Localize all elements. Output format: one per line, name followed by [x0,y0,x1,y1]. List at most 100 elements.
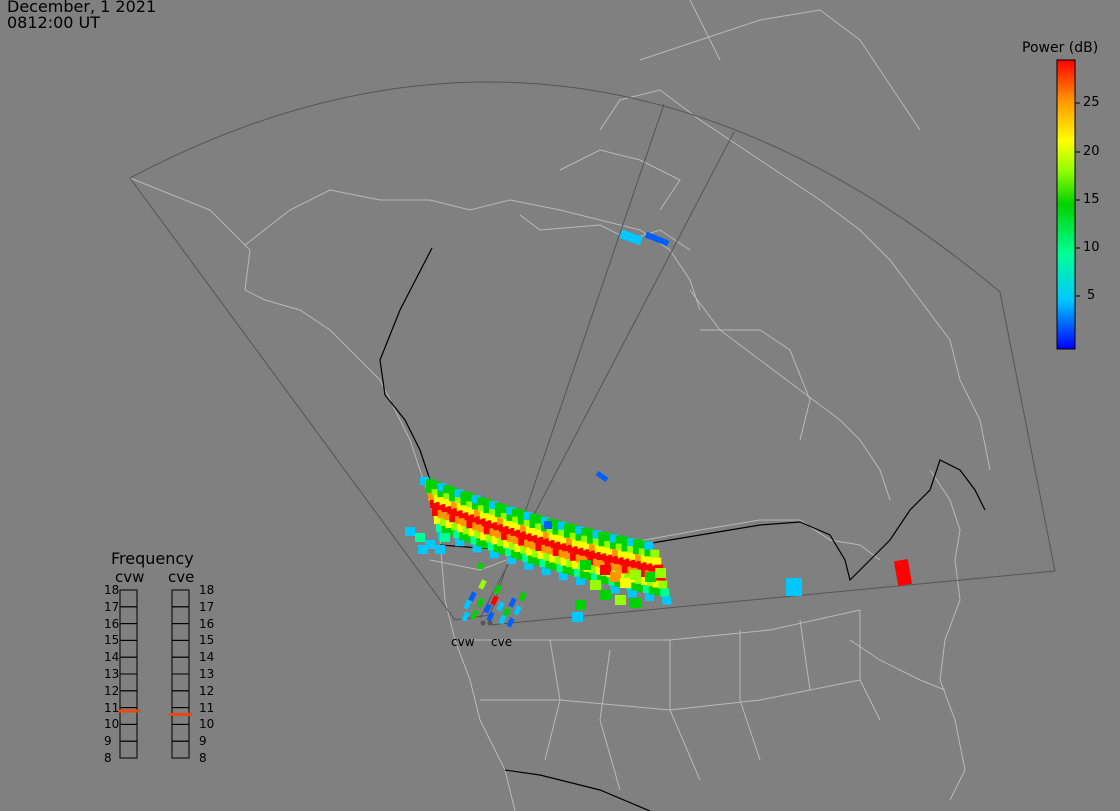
scatter-cell [627,589,637,598]
frequency-box [171,656,190,675]
scatter-cell [575,600,586,610]
scatter-cell [462,526,472,535]
scatter-cell [627,544,637,553]
scatter-cell [445,520,455,529]
frequency-scale-label: 8 [199,751,207,765]
scatter-cell [476,516,485,525]
scatter-cell [609,534,619,543]
scatter-cell [529,513,539,522]
scatter-cell [464,534,474,543]
frequency-scale-label: 13 [104,667,120,681]
scatter-cell [478,579,487,590]
scatter-cell [439,497,449,506]
scatter-cell [506,534,516,543]
scatter-cell [482,540,491,549]
scatter-cell [476,597,485,608]
scatter-cell [652,557,662,566]
scatter-cell [560,536,570,545]
frequency-scale-label: 18 [199,583,215,597]
frequency-scale-label: 11 [104,700,120,715]
scatter-cell [554,556,564,565]
scatter-cell [620,578,631,588]
site-label-cve: cve [491,635,513,649]
scatter-cell [418,545,428,554]
scatter-cell [581,527,590,536]
scatter-cell [618,572,627,581]
scatter-cell [606,547,616,556]
scatter-cell [449,493,458,502]
scatter-cell [453,508,462,517]
scatter-cell [491,536,501,545]
scatter-cell [602,553,612,562]
scatter-cell [491,515,501,524]
scatter-cell [610,562,620,571]
frequency-scale-label: 16 [104,616,120,631]
scatter-cell [551,562,560,571]
scatter-cell [501,532,510,541]
scatter-cell [652,579,662,588]
scatter-cell [500,511,510,520]
scatter-cell [552,548,562,557]
scatter-cell [545,560,555,569]
frequency-box [119,623,138,641]
frequency-scale-label: 9 [199,734,207,749]
scatter-cell [615,535,625,544]
scatter-cell [571,539,581,548]
scatter-cell [493,544,503,553]
scatter-cell [441,526,451,535]
scatter-cell [415,533,425,542]
scatter-cell [595,471,609,482]
scatter-cell [566,537,575,546]
scatter-cell [420,477,429,485]
scatter-cell [451,501,460,510]
scatter-cell [564,551,574,560]
scatter-cell [615,542,625,551]
scatter-cell [449,514,459,523]
scatter-cell [581,555,591,564]
colorbar-tick-label: 10 [1083,240,1100,255]
scatter-cell [485,513,495,522]
scatter-cell [405,527,415,536]
frequency-scale-label: 13 [199,667,215,681]
scatter-cell [513,605,522,616]
scatter-cell [425,479,435,488]
scatter-cell [504,526,514,535]
frequency-box [171,606,190,625]
scatter-cell [645,593,654,602]
scatter-cell [575,554,585,563]
frequency-scale-label: 15 [199,633,215,648]
frequency-box [119,673,138,692]
scatter-cell [610,541,619,550]
scatter-cell [537,551,547,560]
scatter-cell [610,572,621,582]
scatter-cell [893,558,913,587]
frequency-box [119,656,138,675]
scatter-cell [600,565,611,575]
scatter-cell [523,512,533,521]
scatter-cell [598,560,608,569]
scatter-cell [466,493,475,502]
scatter-cell [425,540,435,549]
scatter-cell [548,533,558,542]
scatter-cell [483,499,493,508]
scatter-cell [526,547,535,556]
scatter-cell [525,526,535,535]
scatter-cell [459,532,468,541]
scatter-cell [461,611,470,622]
colorbar-tick-label: 15 [1083,192,1100,207]
scatter-cell [579,547,589,556]
frequency-box [119,723,138,742]
scatter-cell [535,515,544,524]
scatter-cell [635,554,644,563]
colorbar-tick-label: 20 [1083,144,1100,159]
scatter-cell [550,540,560,549]
scatter-cell [580,560,591,570]
scatter-cell [437,483,447,492]
scatter-cell [546,525,556,534]
scatter-cell [472,544,482,553]
scatter-cell [445,499,455,508]
frequency-box [171,690,190,709]
scatter-cell [489,507,499,516]
scatter-cell [629,552,639,561]
scatter-cell [558,528,568,537]
